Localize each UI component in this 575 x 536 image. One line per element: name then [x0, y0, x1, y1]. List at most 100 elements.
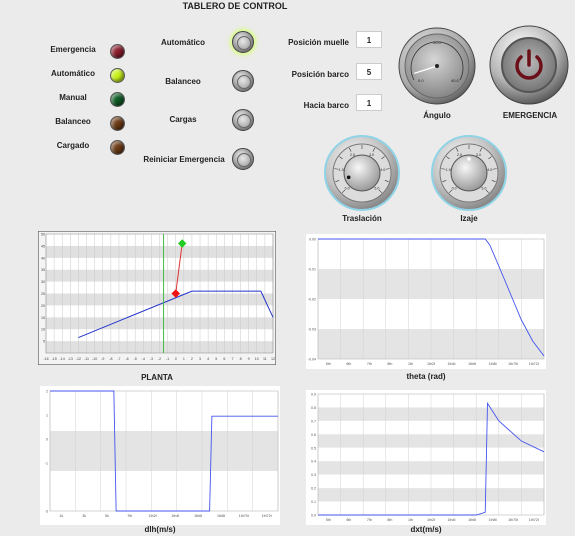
indicator-balanceo-led [110, 116, 125, 131]
x-tick-label: 1th4t [171, 514, 179, 518]
x-tick-label: 5th [326, 362, 331, 366]
posicion-muelle-label: Posición muelle [288, 38, 349, 47]
y-tick-label: 2 [46, 390, 48, 394]
knob-tick [341, 189, 346, 194]
x-tick-label: 11 [263, 357, 267, 361]
knob-tick [381, 156, 385, 160]
knob-tick [492, 168, 497, 170]
x-tick-label: -7 [117, 357, 120, 361]
y-tick-label: 0.6 [311, 433, 316, 437]
y-tick-label: 20 [41, 304, 45, 308]
x-tick-label: 7th [127, 514, 132, 518]
x-tick-label: 1th4t [448, 362, 456, 366]
knob-tick [334, 168, 339, 170]
y-tick-label: 0.8 [311, 406, 316, 410]
knob-tick [372, 147, 375, 152]
x-tick-label: 1th2t [427, 518, 435, 522]
x-tick-label: 1th [408, 362, 413, 366]
x-tick-label: 1th4t [448, 518, 456, 522]
dxt-label: dxt(m/s) [410, 525, 442, 534]
x-tick-label: 9 [248, 357, 250, 361]
x-tick-label: 1th6t [194, 514, 202, 518]
knob-tick-label: 3.0 [476, 153, 481, 157]
x-tick-label: -13 [68, 357, 73, 361]
cargas-button[interactable] [232, 109, 254, 131]
x-tick-label: -15 [52, 357, 57, 361]
balanceo-button[interactable] [232, 70, 254, 92]
knob-tick [349, 147, 352, 152]
izaje-knob[interactable]: 0.0 1.0 2.0 3.0 4.0 5.0 [430, 134, 508, 212]
x-tick-label: 1th8t [489, 362, 497, 366]
hacia-barco-field[interactable]: 1 [356, 94, 382, 111]
y-tick-label: 25 [41, 292, 45, 296]
indicator-emergencia-label: Emergencia [50, 45, 96, 54]
knob-tick-label: 5.0 [374, 186, 379, 190]
x-tick-label: 4 [207, 357, 209, 361]
x-tick-label: -3 [150, 357, 153, 361]
x-tick-label: -11 [84, 357, 89, 361]
y-tick-label: 0.3 [311, 473, 316, 477]
x-tick-label: 6th [346, 518, 351, 522]
angulo-tick-1: 20.0 [433, 40, 442, 45]
x-tick-label: 6 [223, 357, 225, 361]
posicion-barco-label: Posición barco [291, 70, 349, 79]
series-line-0 [78, 290, 274, 338]
x-tick-label: 5 [215, 357, 217, 361]
x-tick-label: 7th [367, 362, 372, 366]
y-tick-label: 0.9 [311, 393, 316, 397]
series-line-0 [318, 401, 545, 516]
x-tick-label: 0 [175, 357, 177, 361]
marker-point-0 [171, 289, 180, 298]
panel-title: TABLERO DE CONTROL [182, 1, 288, 11]
y-tick-label: -1 [45, 462, 48, 466]
knob-tick [378, 189, 383, 194]
automatico-button[interactable] [232, 31, 254, 53]
planta-label: PLANTA [141, 373, 173, 382]
dxt-chart: 0.9 0.8 0.7 0.6 0.5 0.4 0.3 0.2 0.1 0.0 5th 6th 7th 8… [306, 390, 546, 525]
indicator-cargado-label: Cargado [56, 141, 90, 150]
angulo-tick-2: 40.0 [451, 78, 460, 83]
knob-tick-label: 2.0 [457, 153, 462, 157]
posicion-barco-field[interactable]: 5 [356, 63, 382, 80]
chart-band [50, 471, 278, 511]
x-tick-label: 1th72t [529, 518, 539, 522]
knob-tick [441, 168, 446, 170]
x-tick-label: 8th [387, 362, 392, 366]
x-tick-label: -6 [125, 357, 128, 361]
x-tick-label: 2 [191, 357, 193, 361]
y-tick-label: 0.0 [311, 514, 316, 518]
y-tick-label: 50 [41, 233, 45, 237]
x-tick-label: 5k [105, 514, 109, 518]
emergencia-button[interactable] [488, 24, 570, 106]
y-tick-label: 30 [41, 280, 45, 284]
x-tick-label: 1th8t [217, 514, 225, 518]
x-tick-label: -16 [43, 357, 48, 361]
y-tick-label: 1 [46, 414, 48, 418]
x-tick-label: 8th [387, 518, 392, 522]
indicator-cargado-led [110, 140, 125, 155]
x-tick-label: -5 [134, 357, 137, 361]
x-tick-label: 8 [240, 357, 242, 361]
indicator-automatico-label: Automático [51, 69, 95, 78]
dlh-chart: 2 1 0 -1 -3 1k 3k 5k 7th 1th2t 1th4t 1th6t 1th8t 1th7… [40, 386, 280, 525]
x-tick-label: 1 [183, 357, 185, 361]
knob-tick [456, 147, 459, 152]
posicion-muelle-field[interactable]: 1 [356, 31, 382, 48]
traslacion-knob[interactable]: 0.0 1.0 2.0 3.0 4.0 5.0 [323, 134, 401, 212]
chart-frame [45, 233, 274, 354]
reiniciar-emergencia-button[interactable] [232, 148, 254, 170]
y-tick-label: 0 [46, 438, 48, 442]
knob-tick-label: 3.0 [369, 153, 374, 157]
x-tick-label: 3 [199, 357, 201, 361]
x-tick-label: 1th8t [489, 518, 497, 522]
knob-tick [446, 156, 450, 160]
knob-tick [385, 168, 390, 170]
y-tick-label: -0.02 [308, 298, 316, 302]
x-tick-label: 1th70t [239, 514, 249, 518]
chart-band [50, 431, 278, 471]
x-tick-label: -9 [101, 357, 104, 361]
y-tick-label: 15 [41, 316, 45, 320]
x-tick-label: 1th [408, 518, 413, 522]
theta-chart: 0.00 -0.01 -0.02 -0.03 -0.04 5th 6th 7th 8th 1th 1… [306, 234, 546, 369]
x-tick-label: -10 [92, 357, 97, 361]
